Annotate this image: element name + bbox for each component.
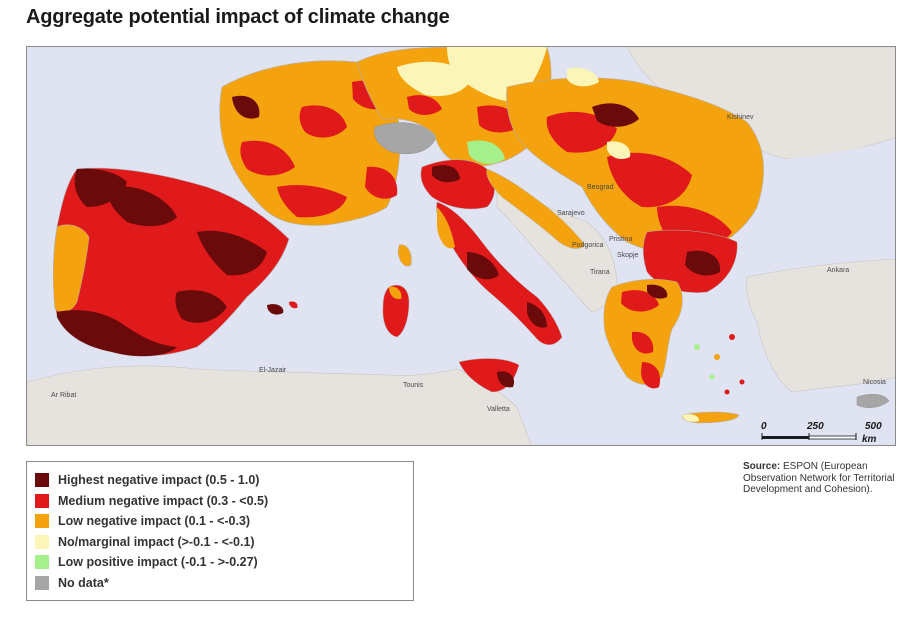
corsica-region	[397, 244, 412, 267]
aegean-island-6	[724, 389, 730, 395]
label-ar-ribat: Ar Ribat	[51, 392, 76, 399]
scale-label-0: 0	[761, 421, 767, 432]
aegean-island-1	[694, 344, 700, 350]
aegean-island-4	[739, 379, 745, 385]
france-med-w	[240, 140, 295, 176]
legend-label: No/marginal impact (>-0.1 - <-0.1)	[58, 534, 255, 549]
italy-hot-c	[467, 252, 499, 280]
legend-item-positive: Low positive impact (-0.1 - >-0.27)	[35, 552, 413, 573]
aegean-island-3	[729, 334, 735, 340]
greece-region	[603, 279, 683, 385]
france-med-se	[365, 166, 398, 199]
legend-item-low: Low negative impact (0.1 - <-0.3)	[35, 511, 413, 532]
scale-unit: km	[862, 434, 877, 445]
label-tounis: Tounis	[403, 382, 424, 389]
france-med-c	[299, 105, 347, 138]
ec-marginal	[567, 67, 599, 87]
sardinia-low	[389, 286, 402, 300]
hungary-hot	[592, 103, 639, 127]
scale-bar: 0 250 500 km	[761, 421, 882, 445]
legend-swatch	[35, 514, 49, 529]
sicily-hot	[497, 371, 515, 388]
legend-swatch	[35, 575, 49, 590]
greece-med-n	[621, 290, 659, 312]
legend-label: Low negative impact (0.1 - <-0.3)	[58, 514, 251, 529]
france-hot-nw	[232, 95, 260, 119]
source-text: ESPON (European Observation Network for …	[743, 461, 895, 495]
legend-item-medium: Medium negative impact (0.3 - <0.5)	[35, 491, 413, 512]
legend-swatch	[35, 473, 49, 488]
aegean-island-5	[709, 374, 715, 380]
portugal-region	[53, 224, 90, 313]
legend-label: Low positive impact (-0.1 - >-0.27)	[58, 555, 258, 570]
legend-label: No data*	[58, 575, 109, 590]
central-positive	[467, 140, 505, 164]
legend-swatch	[35, 555, 49, 570]
ec-marginal-2	[607, 141, 631, 160]
label-skopje: Skopje	[617, 252, 639, 259]
scale-label-500: 500	[865, 421, 882, 432]
balearic-hot	[267, 304, 284, 315]
map-legend: Highest negative impact (0.5 - 1.0) Medi…	[26, 461, 414, 601]
source-label: Source:	[743, 461, 781, 472]
scale-label-250: 250	[806, 421, 824, 432]
black-sea	[776, 139, 895, 269]
cyprus-no-data	[856, 393, 890, 408]
switzerland-no-data	[374, 122, 438, 155]
croatia-coast	[486, 168, 586, 249]
climate-impact-map[interactable]: Kishinev Beograd Sarajevo Podgorica Pris…	[26, 46, 896, 446]
legend-item-no-data: No data*	[35, 573, 413, 594]
legend-label: Medium negative impact (0.3 - <0.5)	[58, 493, 269, 508]
romania-med	[607, 152, 692, 208]
iberia-hot-n	[107, 186, 177, 227]
turkey-land	[746, 258, 895, 393]
north-africa-land	[27, 365, 532, 445]
label-ankara: Ankara	[827, 267, 849, 274]
bulgaria-hot	[685, 250, 721, 276]
greece-hot-n	[647, 284, 668, 299]
greece-med-s	[641, 362, 661, 389]
legend-label: Highest negative impact (0.5 - 1.0)	[58, 473, 260, 488]
iberia-hot-ne	[197, 230, 267, 276]
label-pristina: Pristina	[609, 236, 632, 243]
map-canvas: Kishinev Beograd Sarajevo Podgorica Pris…	[27, 47, 895, 445]
italy-hot-s	[527, 302, 547, 328]
central-med-1	[407, 95, 442, 115]
sardinia-region	[382, 284, 410, 338]
label-nicosia: Nicosia	[863, 379, 886, 386]
label-tirana: Tirana	[590, 269, 610, 276]
label-kishinev: Kishinev	[727, 114, 754, 121]
legend-swatch	[35, 493, 49, 508]
iberia-hot-s	[57, 310, 177, 357]
italy-low-w	[437, 207, 455, 249]
crete-marginal	[682, 414, 699, 422]
legend-item-highest: Highest negative impact (0.5 - 1.0)	[35, 470, 413, 491]
label-beograd: Beograd	[587, 184, 614, 191]
page-title: Aggregate potential impact of climate ch…	[26, 6, 450, 28]
iberia-hot-se	[175, 290, 227, 323]
label-sarajevo: Sarajevo	[557, 210, 585, 217]
france-med-s	[277, 185, 347, 218]
aegean-island-2	[714, 354, 720, 360]
source-note: Source: ESPON (European Observation Netw…	[743, 461, 903, 496]
label-podgorica: Podgorica	[572, 242, 604, 249]
legend-swatch	[35, 534, 49, 549]
north-italy-hot	[432, 165, 460, 183]
label-valletta: Valletta	[487, 406, 510, 413]
legend-item-marginal: No/marginal impact (>-0.1 - <-0.1)	[35, 532, 413, 553]
label-el-jazair: El-Jazair	[259, 367, 287, 374]
greece-med-c	[632, 331, 654, 354]
balearic-med	[289, 301, 298, 309]
